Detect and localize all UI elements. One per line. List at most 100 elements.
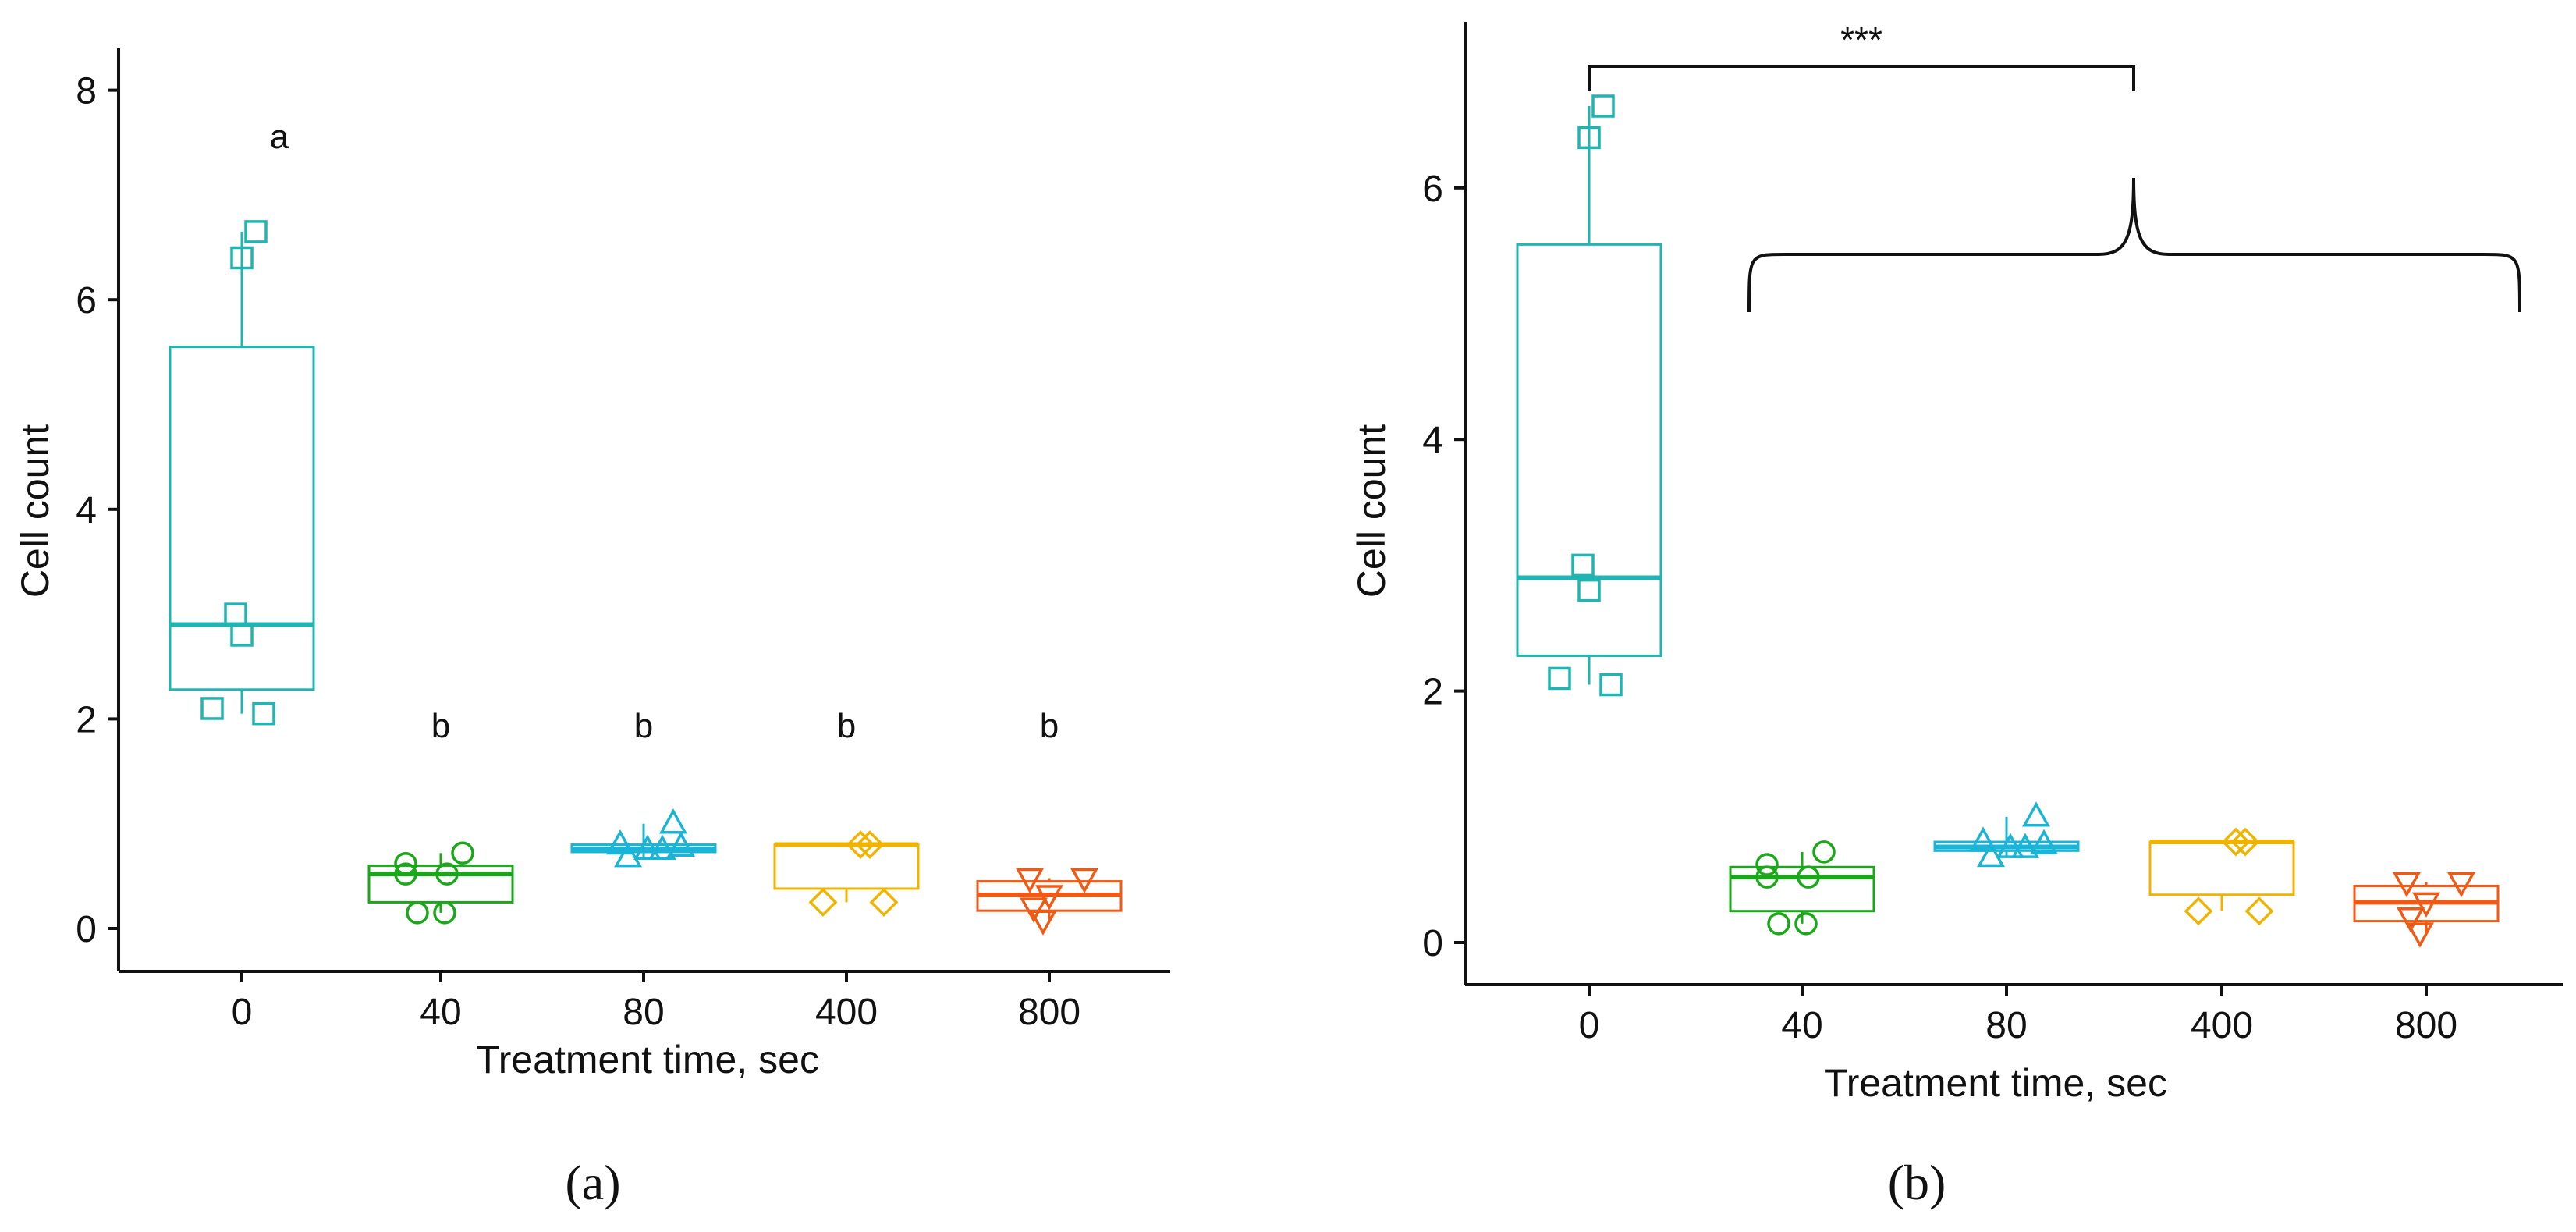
x-tick-label: 40 [1781, 1005, 1822, 1046]
data-point-0 [244, 220, 268, 243]
x-tick-label: 400 [2191, 1005, 2253, 1046]
data-point-800 [2397, 907, 2425, 933]
x-tick-label: 0 [232, 992, 253, 1033]
data-point-40 [1755, 853, 1779, 876]
box-400 [2148, 840, 2295, 896]
data-point-0 [230, 623, 254, 647]
panel-a-label: (a) [565, 1155, 620, 1210]
y-tick-label: 2 [1422, 672, 1443, 713]
group-letter: b [634, 707, 653, 745]
panel-a-points [200, 220, 1098, 936]
data-point-0 [252, 701, 275, 726]
data-point-800 [1029, 910, 1057, 936]
y-tick-label: 6 [76, 280, 97, 321]
data-point-400 [808, 887, 838, 917]
group-letter: b [1040, 707, 1059, 745]
data-point-40 [451, 841, 474, 865]
data-point-800 [1035, 885, 1063, 911]
data-point-800 [2412, 892, 2440, 918]
data-point-80 [1977, 841, 2005, 868]
data-point-0 [200, 697, 224, 720]
data-point-0 [1599, 673, 1623, 697]
x-tick-label: 40 [420, 992, 461, 1033]
box-40 [1729, 865, 1875, 913]
data-point-80 [2022, 801, 2050, 827]
data-point-400 [2184, 896, 2213, 926]
data-point-400 [2230, 827, 2260, 857]
data-point-0 [224, 602, 247, 626]
significance-label: *** [1840, 20, 1882, 60]
data-point-800 [1020, 897, 1048, 923]
x-tick-label: 800 [2395, 1005, 2457, 1046]
data-point-0 [230, 246, 254, 270]
group-letter: a [270, 118, 289, 156]
data-point-400 [869, 887, 899, 917]
y-tick-label: 2 [76, 699, 97, 740]
panel-b-boxes [1516, 106, 2500, 933]
box-0 [169, 346, 315, 691]
data-point-400 [855, 830, 885, 860]
y-tick-label: 4 [76, 490, 97, 531]
x-tick-label: 80 [623, 992, 664, 1033]
data-point-800 [2406, 922, 2434, 948]
data-point-800 [2393, 872, 2421, 898]
panel-b-axes: 0 2 4 6 0 40 80 400 800 [1422, 22, 2563, 1046]
data-point-400 [846, 830, 875, 860]
data-point-80 [2030, 829, 2058, 855]
y-tick-label: 0 [1422, 923, 1443, 964]
significance-bracket [1588, 65, 2135, 91]
data-point-80 [648, 834, 676, 861]
panel-b-label: (b) [1888, 1155, 1946, 1210]
data-point-80 [1969, 826, 1997, 852]
y-tick-label: 6 [1422, 169, 1443, 210]
x-tick-label: 0 [1579, 1005, 1600, 1046]
data-point-400 [2244, 896, 2274, 926]
data-point-40 [1794, 912, 1818, 936]
data-point-80 [659, 808, 687, 834]
data-point-40 [394, 862, 417, 886]
panel-a-x-axis-title: Treatment time, sec [476, 1038, 819, 1081]
data-point-0 [1591, 94, 1615, 118]
panel-a-letters: a b b b b [270, 118, 1059, 745]
box-40 [367, 864, 514, 904]
significance-brace [1747, 177, 2521, 313]
x-tick-label: 400 [815, 992, 878, 1033]
y-tick-label: 0 [76, 909, 97, 950]
data-point-800 [1016, 868, 1044, 894]
data-point-80 [633, 834, 662, 861]
box-400 [773, 843, 920, 890]
group-letter: b [837, 707, 856, 745]
y-tick-label: 8 [76, 71, 97, 112]
data-point-40 [433, 901, 456, 925]
data-point-0 [1548, 666, 1571, 691]
data-point-40 [435, 862, 459, 886]
data-point-0 [1577, 126, 1601, 150]
data-point-40 [394, 851, 417, 875]
panel-b-x-axis-title: Treatment time, sec [1824, 1061, 2167, 1105]
panel-a-y-axis-title: Cell count [13, 424, 57, 598]
data-point-80 [1996, 833, 2024, 858]
data-point-80 [614, 842, 642, 868]
data-point-40 [1755, 865, 1779, 889]
group-letter: b [431, 707, 450, 745]
x-tick-label: 800 [1018, 992, 1080, 1033]
data-point-400 [2221, 827, 2251, 857]
x-tick-label: 80 [1985, 1005, 2027, 1046]
data-point-40 [1812, 840, 1836, 864]
data-point-800 [1070, 868, 1098, 894]
data-point-40 [1767, 912, 1790, 936]
data-point-80 [606, 829, 634, 855]
data-point-800 [2447, 872, 2475, 898]
data-point-40 [406, 901, 429, 925]
box-0 [1516, 243, 1662, 657]
data-point-0 [1577, 578, 1601, 602]
panel-b-points [1548, 94, 2475, 948]
panel-b-significance: *** [1588, 20, 2521, 313]
data-point-80 [2011, 833, 2039, 858]
y-tick-label: 4 [1422, 420, 1443, 461]
data-point-40 [1797, 865, 1820, 889]
